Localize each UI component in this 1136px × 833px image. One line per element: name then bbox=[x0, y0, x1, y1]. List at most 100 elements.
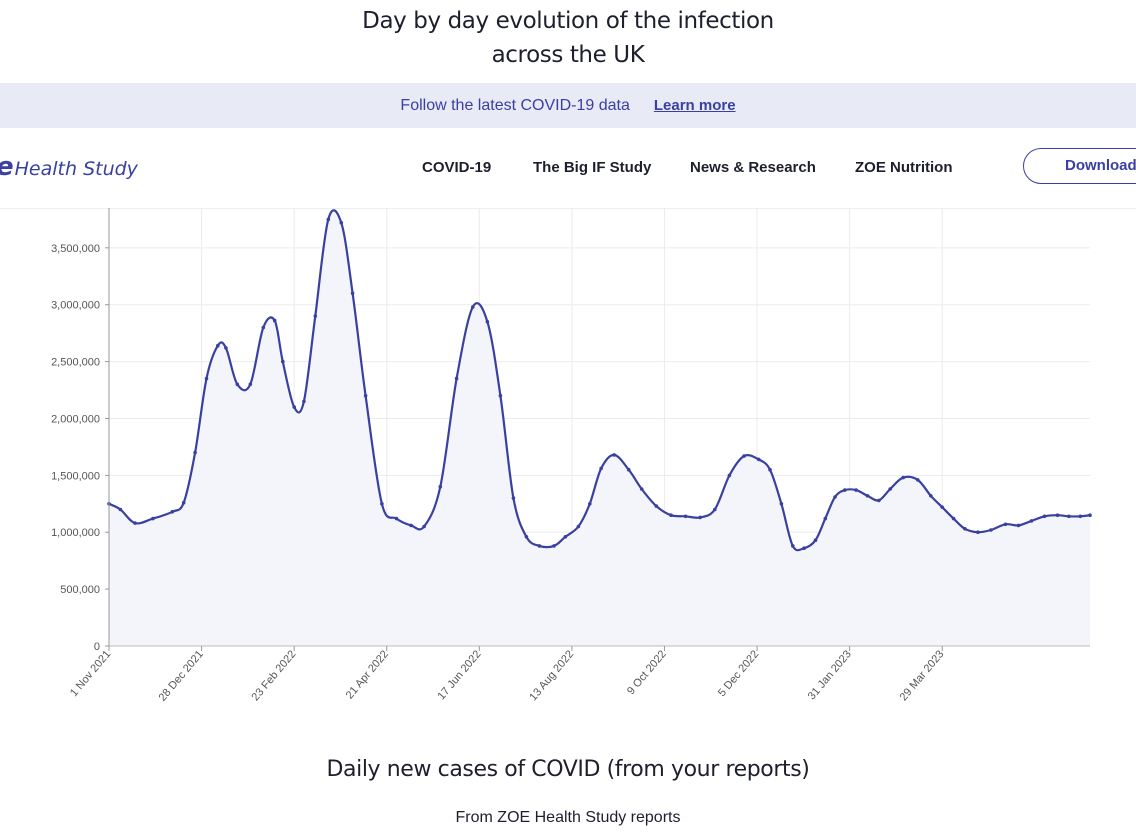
data-point bbox=[854, 488, 858, 492]
data-point bbox=[976, 530, 980, 534]
y-tick-label: 2,500,000 bbox=[51, 357, 100, 369]
data-point bbox=[409, 523, 413, 528]
announcement-banner: Follow the latest COVID-19 data Learn mo… bbox=[0, 83, 1136, 128]
data-point bbox=[394, 516, 399, 521]
data-point bbox=[698, 515, 702, 520]
data-point bbox=[511, 496, 516, 500]
data-point bbox=[626, 467, 631, 472]
data-point bbox=[756, 457, 761, 462]
banner-text: Follow the latest COVID-19 data bbox=[400, 96, 630, 114]
series-area-fill bbox=[109, 210, 1090, 646]
x-tick-label: 1 Nov 2021 bbox=[68, 648, 113, 699]
x-tick-label: 23 Feb 2022 bbox=[250, 648, 299, 703]
data-point bbox=[802, 546, 806, 550]
data-point bbox=[326, 217, 331, 222]
data-point bbox=[224, 346, 228, 350]
x-tick-label: 9 Oct 2022 bbox=[625, 648, 669, 697]
data-point bbox=[940, 505, 944, 510]
data-point bbox=[248, 382, 253, 387]
data-point bbox=[524, 535, 529, 539]
data-point bbox=[537, 544, 542, 548]
data-point bbox=[791, 544, 795, 548]
data-point bbox=[151, 516, 155, 521]
download-button[interactable]: Download bbox=[1023, 148, 1136, 184]
data-point bbox=[1029, 519, 1034, 523]
data-point bbox=[272, 318, 277, 323]
data-point bbox=[963, 527, 967, 531]
data-point bbox=[727, 473, 732, 478]
x-tick-label: 31 Jan 2023 bbox=[806, 648, 854, 702]
data-point bbox=[779, 502, 784, 506]
data-point bbox=[422, 524, 426, 529]
chart-subtitle: From ZOE Health Study reports bbox=[455, 809, 681, 826]
logo-mark: e bbox=[0, 152, 14, 182]
chart-title: Daily new cases of COVID (from your repo… bbox=[326, 757, 810, 782]
data-point bbox=[454, 376, 459, 381]
data-point bbox=[313, 314, 318, 318]
y-tick-label: 2,000,000 bbox=[51, 413, 100, 425]
data-point bbox=[654, 504, 659, 508]
learn-more-link[interactable]: Learn more bbox=[653, 97, 736, 114]
daily-cases-chart: 0 500,000 1,000,000 1,500,000 2,000,000 2,500… bbox=[51, 208, 1092, 704]
data-point bbox=[471, 305, 475, 309]
data-point bbox=[877, 498, 881, 503]
data-point bbox=[888, 487, 892, 491]
data-point bbox=[193, 450, 197, 455]
x-tick-label: 17 Jun 2022 bbox=[435, 648, 483, 702]
data-point bbox=[683, 514, 688, 519]
y-axis-ticks: 0 500,000 1,000,000 1,500,000 2,000,000 2,500… bbox=[51, 243, 109, 653]
data-point bbox=[350, 291, 355, 296]
data-point bbox=[639, 487, 644, 491]
data-point bbox=[563, 535, 568, 539]
chart-axes bbox=[108, 208, 1090, 647]
data-point bbox=[929, 494, 933, 498]
y-tick-label: 0 bbox=[94, 641, 100, 653]
data-point bbox=[380, 502, 384, 506]
logo-text: Health Study bbox=[14, 158, 138, 180]
data-point bbox=[1088, 513, 1092, 517]
data-point bbox=[281, 359, 285, 364]
data-point bbox=[576, 524, 581, 529]
data-point bbox=[588, 502, 592, 506]
y-tick-label: 3,000,000 bbox=[51, 300, 100, 312]
chart-area bbox=[107, 209, 1092, 646]
page-title: Day by day evolution of the infection ac… bbox=[0, 4, 1136, 72]
data-point bbox=[768, 467, 772, 472]
nav-item-news-research[interactable]: News & Research bbox=[690, 159, 816, 176]
data-point bbox=[170, 510, 175, 514]
data-point bbox=[843, 488, 847, 492]
data-point bbox=[292, 405, 297, 409]
data-point bbox=[901, 475, 905, 480]
data-point bbox=[599, 466, 603, 471]
data-point bbox=[261, 325, 266, 330]
nav-item-zoe-nutrition[interactable]: ZOE Nutrition bbox=[855, 159, 953, 176]
y-tick-label: 1,500,000 bbox=[51, 470, 100, 482]
data-point bbox=[1003, 522, 1008, 527]
x-tick-label: 13 Aug 2022 bbox=[527, 648, 576, 703]
data-point bbox=[118, 507, 123, 512]
data-point bbox=[865, 494, 870, 498]
x-tick-label: 28 Dec 2021 bbox=[157, 648, 206, 704]
data-point bbox=[833, 495, 837, 499]
data-point bbox=[916, 478, 920, 482]
x-tick-label: 5 Dec 2022 bbox=[716, 648, 761, 699]
nav-item-covid-19[interactable]: COVID-19 bbox=[422, 159, 492, 176]
page-title-line2: across the UK bbox=[491, 42, 645, 68]
data-point bbox=[363, 393, 368, 398]
data-point bbox=[438, 484, 443, 489]
y-tick-label: 3,500,000 bbox=[51, 243, 100, 255]
data-point bbox=[951, 516, 956, 521]
data-point bbox=[813, 538, 818, 542]
x-axis-ticks: 1 Nov 2021 28 Dec 2021 23 Feb 2022 21 Apr 2… bbox=[68, 646, 946, 704]
data-point bbox=[713, 507, 717, 512]
data-point bbox=[235, 382, 240, 387]
page-title-line1: Day by day evolution of the infection bbox=[362, 8, 774, 34]
data-point bbox=[204, 376, 209, 381]
x-tick-label: 21 Apr 2022 bbox=[344, 648, 391, 701]
nav-item-big-if-study[interactable]: The Big IF Study bbox=[533, 159, 652, 176]
data-point bbox=[181, 500, 186, 505]
data-point bbox=[1042, 514, 1047, 519]
data-point bbox=[133, 521, 137, 525]
data-point bbox=[989, 528, 993, 532]
